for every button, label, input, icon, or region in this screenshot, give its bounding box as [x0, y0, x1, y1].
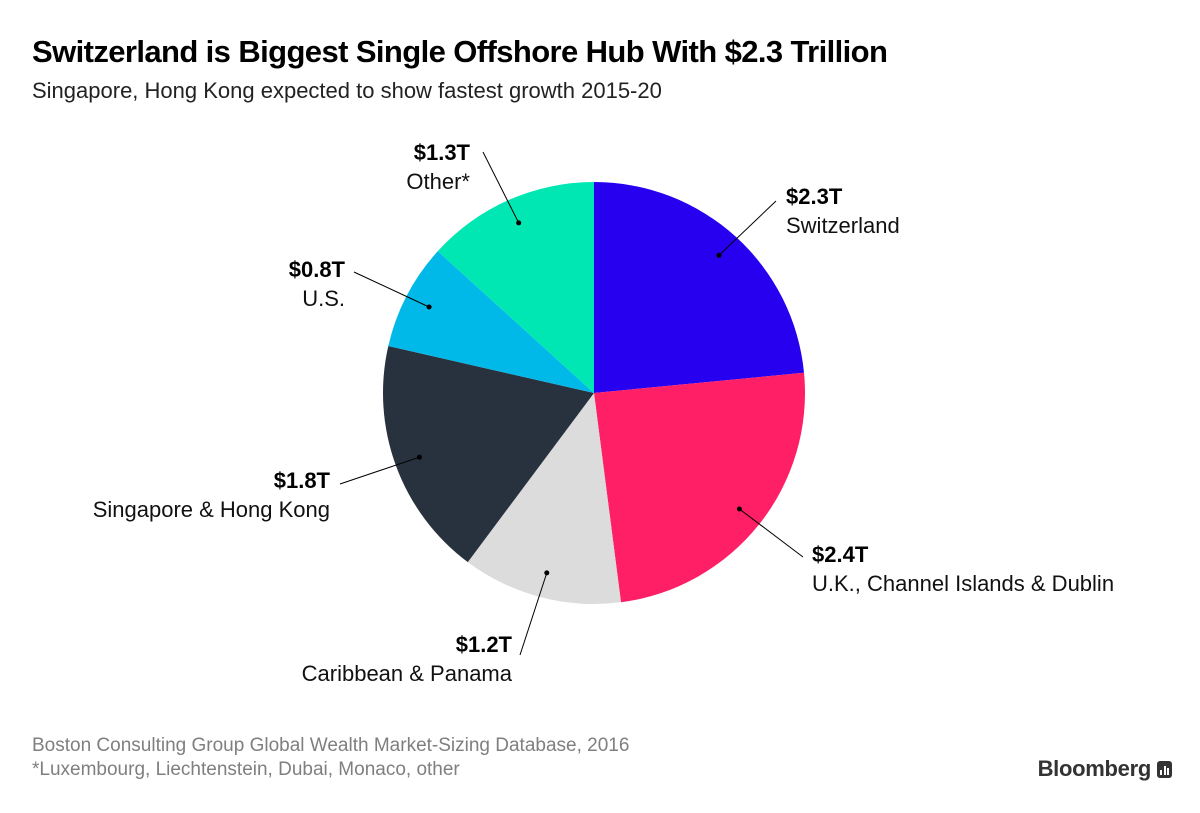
leader-line	[353, 271, 430, 308]
slice-name-label: Singapore & Hong Kong	[93, 497, 330, 522]
leader-line	[482, 151, 520, 224]
slice-name-label: U.K., Channel Islands & Dublin	[812, 571, 1114, 596]
slice-value-label: $2.4T	[812, 542, 869, 567]
pie-slice-switzerland	[594, 182, 805, 393]
slice-name-label: Switzerland	[786, 213, 900, 238]
leader-line	[718, 200, 777, 256]
chart-title: Switzerland is Biggest Single Offshore H…	[32, 34, 888, 69]
leader-dot	[716, 252, 722, 258]
brand-logo: Bloomberg	[1038, 756, 1172, 782]
pie-slice-caribbean-panama	[467, 393, 621, 605]
slice-value-label: $1.3T	[414, 140, 471, 165]
chart-subtitle: Singapore, Hong Kong expected to show fa…	[32, 78, 662, 103]
slice-name-label: Caribbean & Panama	[302, 661, 513, 686]
slice-value-label: $1.2T	[456, 632, 513, 657]
pie-slice-u-s	[388, 251, 594, 393]
pie-slice-u-k-channel-islands-dublin	[594, 372, 805, 603]
pie-slices	[383, 182, 805, 605]
pie-slice-other	[437, 182, 594, 393]
leader-line	[339, 456, 420, 485]
source-note: Boston Consulting Group Global Wealth Ma…	[32, 735, 630, 756]
leader-line	[739, 508, 804, 558]
bar-chart-icon	[1157, 760, 1172, 778]
leader-dot	[544, 570, 550, 576]
slice-name-label: U.S.	[302, 286, 345, 311]
leader-dot	[416, 454, 422, 460]
slice-value-label: $2.3T	[786, 184, 843, 209]
slice-labels: $2.3T Switzerland $2.4T U.K., Channel Islan…	[93, 140, 1114, 686]
pie-slice-singapore-hong-kong	[383, 346, 594, 563]
footnote: *Luxembourg, Liechtenstein, Dubai, Monac…	[32, 759, 460, 780]
leader-dot	[426, 304, 432, 310]
slice-value-label: $0.8T	[289, 257, 346, 282]
leader-dot	[736, 506, 742, 512]
leader-line	[519, 572, 548, 656]
slice-value-label: $1.8T	[274, 468, 331, 493]
brand-name: Bloomberg	[1037, 756, 1152, 781]
slice-name-label: Other*	[406, 169, 470, 194]
leader-dot	[516, 220, 522, 226]
